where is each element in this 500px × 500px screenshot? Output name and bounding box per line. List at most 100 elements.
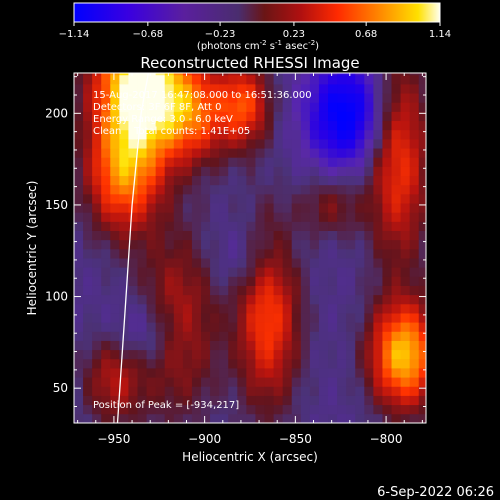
heatmap-cell bbox=[182, 166, 193, 177]
heatmap-cell bbox=[191, 74, 202, 85]
heatmap-cell bbox=[391, 184, 401, 195]
heatmap-cell bbox=[146, 73, 157, 76]
heatmap-cell bbox=[128, 258, 138, 268]
heatmap-cell bbox=[318, 303, 329, 314]
heatmap-cell bbox=[391, 120, 401, 131]
heatmap-cell bbox=[282, 157, 293, 167]
heatmap-cell bbox=[182, 386, 193, 396]
heatmap-cell bbox=[291, 303, 302, 314]
heatmap-cell bbox=[237, 258, 247, 268]
heatmap-cell bbox=[391, 303, 401, 314]
heatmap-cell bbox=[346, 239, 356, 250]
heatmap-cell bbox=[155, 358, 166, 369]
heatmap-cell bbox=[391, 221, 401, 231]
heatmap-cell bbox=[155, 166, 166, 177]
heatmap-cell bbox=[282, 404, 293, 415]
heatmap-cell bbox=[355, 340, 365, 351]
heatmap-cell bbox=[337, 129, 347, 140]
heatmap-cell bbox=[191, 73, 202, 76]
heatmap-cell bbox=[246, 138, 256, 149]
heatmap-cell bbox=[328, 358, 338, 369]
heatmap-cell bbox=[355, 358, 365, 369]
heatmap-cell bbox=[201, 73, 211, 76]
heatmap-cell bbox=[318, 230, 329, 241]
heatmap-cell bbox=[246, 276, 256, 286]
heatmap-cell bbox=[146, 74, 157, 85]
heatmap-cell bbox=[291, 138, 302, 149]
heatmap-cell bbox=[92, 349, 102, 360]
heatmap-cell bbox=[264, 111, 274, 122]
heatmap-cell bbox=[74, 120, 84, 131]
heatmap-cell bbox=[382, 395, 392, 406]
heatmap-cell bbox=[237, 193, 247, 204]
heatmap-cell bbox=[228, 102, 238, 112]
heatmap-cell bbox=[191, 93, 202, 103]
heatmap-cell bbox=[173, 111, 184, 122]
heatmap-cell bbox=[264, 276, 274, 286]
heatmap-cell bbox=[264, 239, 274, 250]
heatmap-cell bbox=[110, 248, 120, 259]
heatmap-cell bbox=[373, 276, 383, 286]
heatmap-cell bbox=[300, 331, 311, 341]
heatmap-cell bbox=[83, 331, 93, 341]
heatmap-cell bbox=[309, 377, 320, 387]
heatmap-cell bbox=[309, 386, 320, 396]
heatmap-cell bbox=[382, 193, 392, 204]
heatmap-cell bbox=[246, 377, 256, 387]
heatmap-cell bbox=[282, 221, 293, 231]
heatmap-cell bbox=[83, 276, 93, 286]
annotation-time-range: 15-Aug-2017 16:47:08.000 to 16:51:36.000 bbox=[93, 90, 312, 101]
heatmap-cell bbox=[137, 175, 147, 186]
heatmap-cell bbox=[74, 93, 84, 103]
heatmap-cell bbox=[119, 395, 129, 406]
heatmap-cell bbox=[318, 239, 329, 250]
heatmap-cell bbox=[282, 322, 293, 332]
heatmap-cell bbox=[409, 203, 420, 213]
heatmap-cell bbox=[74, 276, 84, 286]
heatmap-cell bbox=[219, 102, 229, 112]
heatmap-cell bbox=[246, 74, 256, 85]
heatmap-cell bbox=[101, 285, 111, 296]
heatmap-cell bbox=[337, 322, 347, 332]
heatmap-cell bbox=[228, 212, 238, 222]
heatmap-cell bbox=[128, 413, 138, 423]
heatmap-cell bbox=[409, 120, 420, 131]
heatmap-cell bbox=[273, 404, 284, 415]
heatmap-cell bbox=[382, 212, 392, 222]
heatmap-cell bbox=[300, 83, 311, 94]
heatmap-cell bbox=[128, 358, 138, 369]
heatmap-cell bbox=[201, 349, 211, 360]
heatmap-cell bbox=[173, 404, 184, 415]
heatmap-cell bbox=[337, 285, 347, 296]
heatmap-cell bbox=[101, 395, 111, 406]
heatmap-cell bbox=[246, 184, 256, 195]
heatmap-cell bbox=[101, 377, 111, 387]
heatmap-cell bbox=[137, 358, 147, 369]
heatmap-cell bbox=[164, 120, 175, 131]
heatmap-cell bbox=[210, 120, 220, 131]
heatmap-cell bbox=[400, 303, 411, 314]
heatmap-cell bbox=[300, 258, 311, 268]
heatmap-cell bbox=[409, 83, 420, 94]
heatmap-cell bbox=[83, 340, 93, 351]
heatmap-cell bbox=[373, 184, 383, 195]
heatmap-cell bbox=[373, 258, 383, 268]
heatmap-cell bbox=[101, 331, 111, 341]
heatmap-cell bbox=[273, 184, 284, 195]
heatmap-cell bbox=[182, 404, 193, 415]
heatmap-cell bbox=[373, 358, 383, 369]
heatmap-cell bbox=[201, 138, 211, 149]
heatmap-cell bbox=[309, 340, 320, 351]
heatmap-cell bbox=[364, 93, 374, 103]
heatmap-cell bbox=[391, 267, 401, 277]
heatmap-cell bbox=[119, 166, 129, 177]
heatmap-cell bbox=[182, 129, 193, 140]
heatmap-cell bbox=[400, 157, 411, 167]
heatmap-cell bbox=[164, 138, 175, 149]
heatmap-cell bbox=[382, 83, 392, 94]
heatmap-cell bbox=[228, 203, 238, 213]
heatmap-cell bbox=[210, 313, 220, 323]
heatmap-cell bbox=[92, 285, 102, 296]
heatmap-cell bbox=[282, 239, 293, 250]
